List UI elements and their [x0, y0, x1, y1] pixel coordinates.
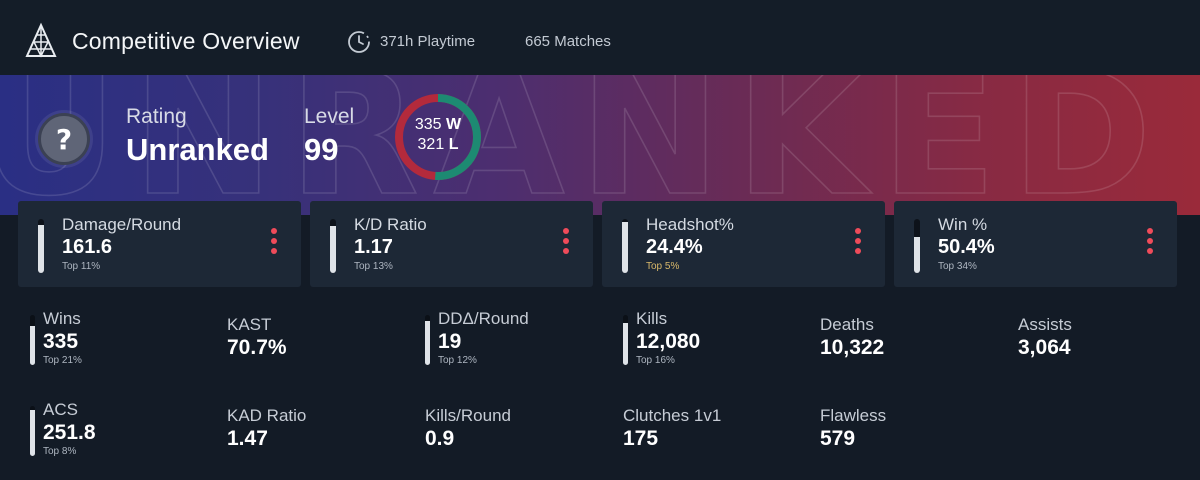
card-percentile: Top 13% [354, 261, 393, 272]
percentile-bar [622, 219, 628, 273]
stat-label: Flawless [820, 406, 887, 425]
card-label: K/D Ratio [354, 215, 427, 234]
level-label: Level [304, 105, 355, 128]
percentile-bar [914, 219, 920, 273]
card-percentile: Top 5% [646, 261, 680, 272]
card-value: 1.17 [354, 236, 393, 258]
rating-label: Rating [126, 105, 187, 128]
card-win-percent[interactable]: Win % 50.4% Top 34% [894, 201, 1177, 287]
percentile-bar [623, 315, 628, 365]
stat-kast: KAST 70.7% [227, 315, 407, 385]
card-damage-round[interactable]: Damage/Round 161.6 Top 11% [18, 201, 301, 287]
stat-value: 70.7% [227, 336, 287, 359]
stat-assists: Assists 3,064 [1018, 315, 1198, 385]
page-title: Competitive Overview [72, 28, 300, 54]
stat-kills: Kills 12,080 Top 16% [623, 309, 803, 379]
unranked-watermark: UNRANKED [0, 75, 1166, 215]
card-label: Headshot% [646, 215, 734, 234]
stat-percentile: Top 8% [43, 446, 77, 457]
card-label: Damage/Round [62, 215, 182, 234]
rank-badge: ? [38, 113, 90, 165]
clock-icon [348, 31, 370, 53]
stat-percentile: Top 16% [636, 355, 675, 366]
question-mark-icon: ? [55, 122, 73, 156]
card-value: 24.4% [646, 236, 703, 258]
rating-value: Unranked [126, 132, 269, 167]
rank-banner: UNRANKED ? Rating Unranked Level 99 335 … [0, 75, 1200, 215]
more-options-icon[interactable] [1147, 228, 1153, 258]
stat-label: KAST [227, 315, 272, 334]
card-kd-ratio[interactable]: K/D Ratio 1.17 Top 13% [310, 201, 593, 287]
card-value: 50.4% [938, 236, 995, 258]
level-value: 99 [304, 132, 339, 167]
stat-clutches-1v1: Clutches 1v1 175 [623, 406, 803, 476]
stat-label: Assists [1018, 315, 1072, 334]
stat-value: 0.9 [425, 427, 455, 450]
card-value: 161.6 [62, 236, 113, 258]
stat-label: DDΔ/Round [438, 309, 529, 328]
wins-suffix: W [446, 116, 462, 133]
card-headshot-percent[interactable]: Headshot% 24.4% Top 5% [602, 201, 885, 287]
stat-value: 10,322 [820, 336, 885, 359]
stat-dd-delta-round: DDΔ/Round 19 Top 12% [425, 309, 605, 379]
stat-percentile: Top 12% [438, 355, 477, 366]
stat-label: Wins [43, 309, 81, 328]
stat-kad-ratio: KAD Ratio 1.47 [227, 406, 407, 476]
card-percentile: Top 11% [62, 261, 101, 272]
losses-count: 321 [417, 136, 445, 153]
stat-value: 579 [820, 427, 856, 450]
more-options-icon[interactable] [271, 228, 277, 258]
win-loss-ring [395, 94, 481, 180]
stat-acs: ACS 251.8 Top 8% [30, 400, 210, 470]
overview-header: Competitive Overview 371h Playtime 665 M… [0, 0, 1200, 75]
percentile-bar [38, 219, 44, 273]
stat-flawless: Flawless 579 [820, 406, 1000, 476]
stat-label: Deaths [820, 315, 874, 334]
stat-value: 12,080 [636, 330, 701, 353]
stat-value: 251.8 [43, 421, 96, 444]
stat-label: KAD Ratio [227, 406, 307, 425]
win-loss-record: 335 W 321 L [392, 115, 484, 155]
stat-deaths: Deaths 10,322 [820, 315, 1000, 385]
more-options-icon[interactable] [563, 228, 569, 258]
stat-value: 335 [43, 330, 79, 353]
percentile-bar [425, 315, 430, 365]
matches-count: 665 Matches [525, 33, 611, 50]
tower-logo-icon [25, 22, 57, 58]
stat-label: Clutches 1v1 [623, 406, 722, 425]
card-percentile: Top 34% [938, 261, 977, 272]
stat-label: Kills [636, 309, 668, 328]
stat-percentile: Top 21% [43, 355, 82, 366]
stat-value: 3,064 [1018, 336, 1071, 359]
stat-label: ACS [43, 400, 78, 419]
svg-text:UNRANKED: UNRANKED [0, 75, 1166, 215]
losses-suffix: L [448, 136, 459, 153]
stat-label: Kills/Round [425, 406, 511, 425]
stat-kills-round: Kills/Round 0.9 [425, 406, 605, 476]
stat-value: 19 [438, 330, 462, 353]
stat-value: 175 [623, 427, 659, 450]
more-options-icon[interactable] [855, 228, 861, 258]
percentile-bar [30, 315, 35, 365]
wins-count: 335 [414, 116, 442, 133]
stat-wins: Wins 335 Top 21% [30, 309, 210, 379]
percentile-bar [330, 219, 336, 273]
card-label: Win % [938, 215, 988, 234]
percentile-bar [30, 406, 35, 456]
playtime-text: 371h Playtime [380, 33, 476, 50]
stat-value: 1.47 [227, 427, 268, 450]
